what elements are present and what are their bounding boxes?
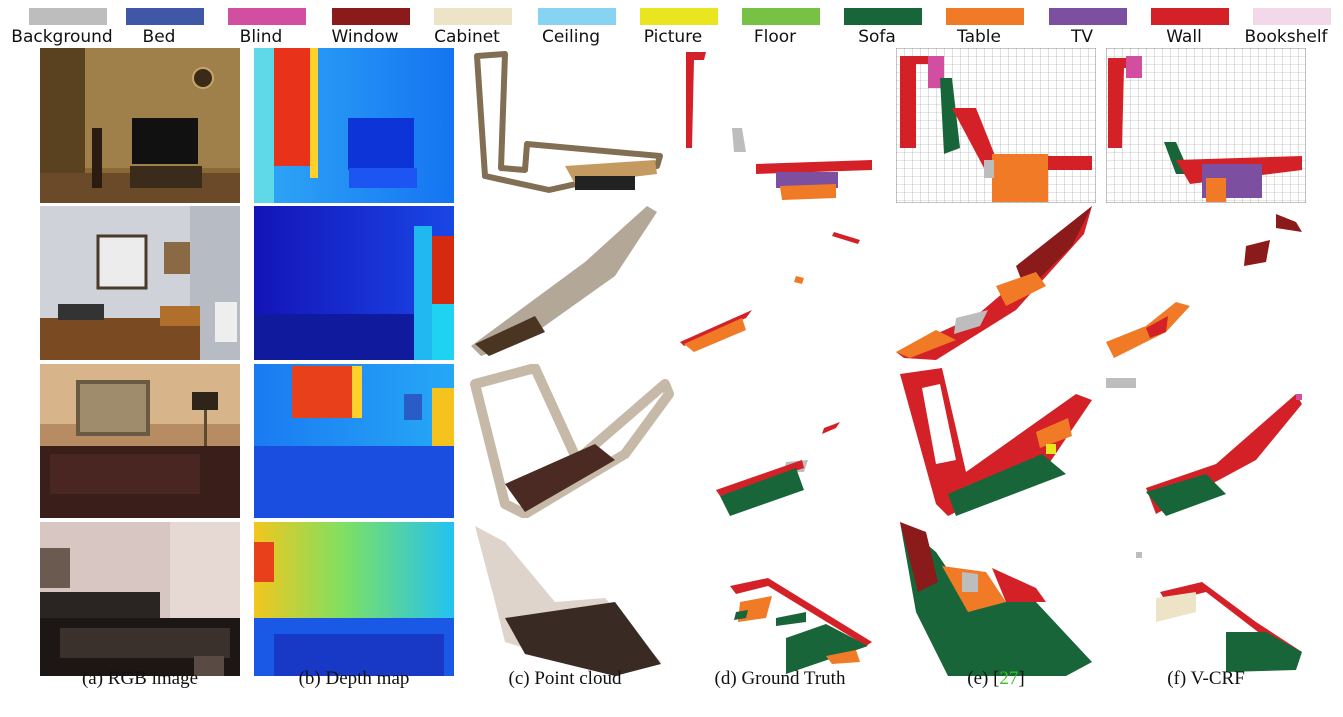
rgb-image-scene-2 <box>40 206 240 360</box>
legend-item-background: Background <box>7 6 117 47</box>
legend-item-bed: Bed <box>104 6 214 47</box>
caption-rgb: (a) RGB image <box>81 668 199 689</box>
legend-swatch <box>332 8 410 25</box>
legend-item-floor: Floor <box>720 6 830 47</box>
legend-swatch <box>29 8 107 25</box>
legend-label: Table <box>957 27 1001 47</box>
legend-label: Window <box>331 27 399 47</box>
point-cloud-scene-2 <box>471 206 657 356</box>
legend-label: TV <box>1070 27 1093 47</box>
baseline-scene-4 <box>900 522 1092 676</box>
legend-swatch <box>946 8 1024 25</box>
caption-point-cloud: (c) Point cloud <box>508 668 622 689</box>
legend-label: Wall <box>1166 27 1202 47</box>
baseline-scene-2 <box>896 206 1092 360</box>
legend-label: Ceiling <box>541 27 601 47</box>
point-cloud-scene-3 <box>470 364 674 518</box>
legend-label: Floor <box>753 27 797 47</box>
legend-swatch <box>742 8 820 25</box>
point-cloud-scene-4 <box>475 526 661 676</box>
depth-map-scene-2 <box>254 206 454 360</box>
caption-baseline-suffix: ] <box>1018 668 1025 689</box>
caption-baseline-prefix: (e) [ <box>967 668 1000 689</box>
depth-map-scene-4 <box>254 522 454 676</box>
ground-truth-scene-3 <box>716 422 840 516</box>
legend-item-blind: Blind <box>206 6 316 47</box>
legend-label: Picture <box>643 27 703 47</box>
caption-depth: (b) Depth map <box>298 668 410 689</box>
legend-swatch <box>434 8 512 25</box>
legend-swatch <box>126 8 204 25</box>
legend-label: Bed <box>142 27 176 47</box>
legend-label: Blind <box>239 27 283 47</box>
rgb-image-scene-4 <box>40 522 240 676</box>
legend-label: Sofa <box>858 27 896 47</box>
legend-item-cabinet: Cabinet <box>412 6 522 47</box>
legend-label: Bookshelf <box>1244 27 1328 47</box>
legend-swatch <box>1151 8 1229 25</box>
legend-swatch <box>1253 8 1331 25</box>
legend-item-picture: Picture <box>618 6 728 47</box>
caption-ground-truth: (d) Ground Truth <box>714 668 846 689</box>
citation-link[interactable]: 27 <box>999 668 1019 689</box>
vcrf-scene-3 <box>1106 378 1302 516</box>
rgb-image-scene-1 <box>40 48 240 203</box>
vcrf-scene-4 <box>1136 552 1302 672</box>
point-cloud-scene-1 <box>474 51 663 193</box>
legend-swatch <box>538 8 616 25</box>
ground-truth-scene-2 <box>680 232 860 352</box>
vcrf-scene-2 <box>1106 214 1302 358</box>
legend-swatch <box>1049 8 1127 25</box>
ground-truth-scene-1 <box>686 52 872 200</box>
baseline-scene-1 <box>896 48 1096 203</box>
caption-baseline: (e) [27] <box>896 668 1096 690</box>
legend-swatch <box>640 8 718 25</box>
legend-item-ceiling: Ceiling <box>516 6 626 47</box>
ground-truth-scene-4 <box>730 578 872 674</box>
vcrf-scene-1 <box>1106 48 1306 203</box>
legend-item-bookshelf: Bookshelf <box>1231 6 1341 47</box>
depth-map-scene-3 <box>254 364 454 518</box>
legend-item-window: Window <box>310 6 420 47</box>
rgb-image-scene-3 <box>40 364 240 518</box>
caption-vcrf: (f) V-CRF <box>1167 668 1245 689</box>
class-legend: Background Bed Blind Window Cabinet Ceil… <box>0 0 1343 47</box>
legend-item-sofa: Sofa <box>822 6 932 47</box>
legend-item-wall: Wall <box>1129 6 1239 47</box>
baseline-scene-3 <box>900 368 1092 516</box>
legend-swatch <box>844 8 922 25</box>
legend-label: Background <box>11 27 113 47</box>
legend-swatch <box>228 8 306 25</box>
depth-map-scene-1 <box>254 48 454 203</box>
legend-label: Cabinet <box>434 27 500 47</box>
legend-item-tv: TV <box>1027 6 1137 47</box>
legend-item-table: Table <box>924 6 1034 47</box>
